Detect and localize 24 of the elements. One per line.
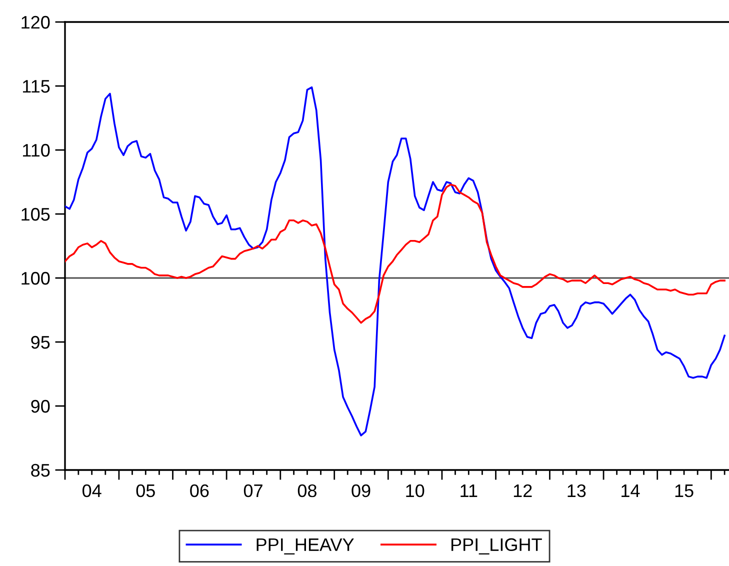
x-tick-label: 15 (675, 484, 694, 498)
x-tick-label: 07 (244, 484, 262, 498)
x-tick-label: 12 (514, 484, 532, 497)
x-tick-label: 09 (352, 484, 370, 498)
legend-label: PPI_LIGHT (451, 538, 542, 554)
x-tick-label: 14 (622, 484, 640, 497)
legend-label: PPI_HEAVY (256, 538, 354, 554)
x-tick-label: 04 (82, 484, 102, 498)
y-tick-label: 95 (31, 336, 50, 349)
x-tick-label: 06 (190, 484, 209, 498)
y-tick-label: 85 (31, 464, 50, 477)
x-tick-label: 11 (460, 484, 478, 497)
y-tick-label: 90 (31, 400, 50, 413)
x-tick-label: 05 (136, 484, 155, 498)
y-tick-label: 105 (22, 208, 50, 221)
x-tick-label: 08 (298, 484, 316, 498)
y-tick-label: 100 (22, 272, 50, 285)
y-tick-label: 115 (23, 80, 50, 93)
x-tick-label: 13 (568, 484, 586, 498)
line-series (65, 184, 726, 324)
line-series (65, 86, 726, 436)
y-tick-label: 120 (22, 16, 50, 29)
x-tick-label: 10 (406, 484, 424, 498)
y-tick-label: 110 (23, 144, 50, 157)
